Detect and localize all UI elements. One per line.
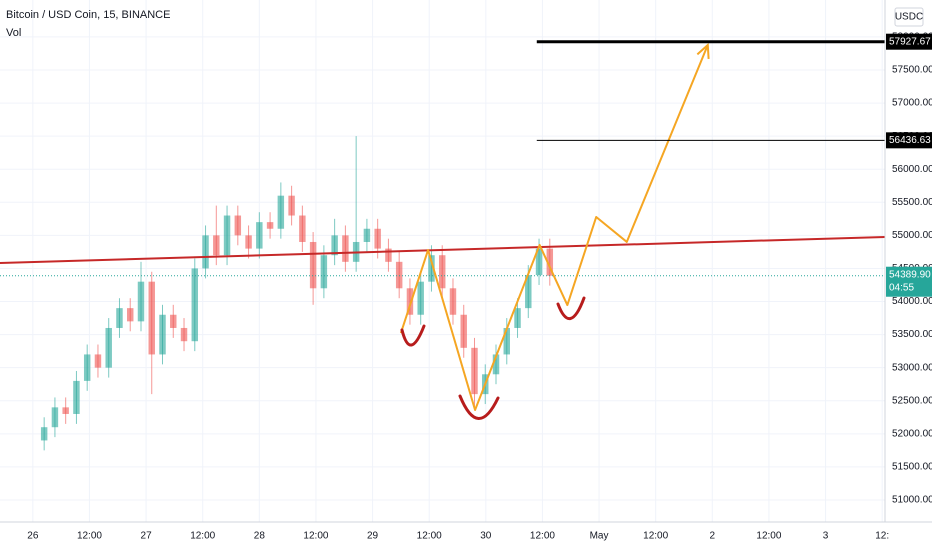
time-axis <box>0 522 932 550</box>
x-tick-label: 12:00 <box>756 531 781 542</box>
candle-body <box>245 235 252 249</box>
chart-title: Bitcoin / USD Coin, 15, BINANCE <box>6 9 170 21</box>
currency-label[interactable]: USDC <box>895 12 923 23</box>
candle-body <box>223 215 231 256</box>
candle-body <box>256 222 263 249</box>
candle-body <box>503 327 510 355</box>
candle-body <box>342 235 349 262</box>
arrow-head <box>696 42 710 60</box>
candle-body <box>363 228 371 242</box>
candle-body <box>62 407 69 414</box>
last-price-label: 54389.90 <box>889 269 931 280</box>
projection-path <box>399 44 709 412</box>
x-tick-label: 29 <box>367 531 379 542</box>
candle-body <box>159 314 166 355</box>
candle-body <box>438 255 446 289</box>
y-tick-label: 55500.00 <box>892 197 932 208</box>
candle-body <box>266 222 274 229</box>
x-tick-label: 12: <box>875 531 889 542</box>
smile-drawing <box>556 296 586 320</box>
y-tick-label: 51500.00 <box>892 462 932 473</box>
candle-body <box>385 248 392 262</box>
indicator-label: Vol <box>6 27 21 39</box>
y-tick-label: 51000.00 <box>892 495 932 506</box>
candle-body <box>449 288 457 315</box>
candle-body <box>406 288 414 315</box>
y-tick-label: 53000.00 <box>892 362 932 373</box>
y-tick-label: 54000.00 <box>892 296 932 307</box>
x-tick-label: 12:00 <box>190 531 215 542</box>
candle-body <box>546 248 554 276</box>
x-tick-label: 12:00 <box>643 531 668 542</box>
candle-body <box>277 195 285 229</box>
candle-body <box>460 314 467 348</box>
level-label-box <box>886 33 932 50</box>
candle-body <box>417 281 424 315</box>
level-label: 56436.63 <box>889 135 931 146</box>
candle-body <box>94 354 102 368</box>
candle-body <box>170 314 177 328</box>
y-tick-label: 52000.00 <box>892 428 932 439</box>
level-label: 57927.67 <box>889 36 931 47</box>
candle-body <box>83 354 91 381</box>
y-tick-label: 55000.00 <box>892 230 932 241</box>
candle-body <box>395 261 403 289</box>
candle-body <box>428 255 435 282</box>
x-tick-label: 12:00 <box>417 531 442 542</box>
candle-body <box>40 427 48 441</box>
candle-body <box>180 327 188 342</box>
plot-area <box>0 0 886 522</box>
x-tick-label: May <box>590 531 609 542</box>
candle-body <box>525 275 532 309</box>
x-tick-label: 30 <box>480 531 492 542</box>
candle-body <box>309 241 317 289</box>
x-tick-label: 28 <box>254 531 266 542</box>
x-tick-label: 2 <box>710 531 716 542</box>
candle-body <box>148 281 155 355</box>
candle-body <box>299 215 306 242</box>
last-price-box <box>886 266 932 297</box>
candle-body <box>51 407 59 428</box>
candle-body <box>234 215 242 236</box>
candle-body <box>105 327 112 368</box>
candle-body <box>202 235 209 269</box>
candle-body <box>535 248 543 276</box>
smile-drawing <box>400 324 426 347</box>
candle-body <box>320 255 328 289</box>
candle-body <box>116 308 123 328</box>
y-tick-label: 57000.00 <box>892 98 932 109</box>
candle-body <box>191 268 199 342</box>
candle-body <box>288 195 295 216</box>
y-tick-label: 52500.00 <box>892 395 932 406</box>
y-tick-label: 56000.00 <box>892 164 932 175</box>
x-tick-label: 26 <box>27 531 39 542</box>
x-tick-label: 12:00 <box>303 531 328 542</box>
countdown-label: 04:55 <box>889 282 914 293</box>
candle-body <box>514 308 521 328</box>
candle-body <box>471 347 478 395</box>
currency-box[interactable] <box>894 7 924 27</box>
smile-drawing <box>458 394 500 420</box>
candle-body <box>127 308 134 322</box>
y-tick-label: 57500.00 <box>892 65 932 76</box>
candle-body <box>137 281 145 322</box>
y-tick-label: 53500.00 <box>892 329 932 340</box>
axes: 51000.00 51500.00 52000.00 52500.00 53000.00… <box>27 32 932 542</box>
x-tick-label: 12:00 <box>77 531 102 542</box>
candle-body <box>374 228 381 249</box>
candle-body <box>213 235 220 256</box>
trend-line <box>0 235 886 265</box>
x-tick-label: 27 <box>141 531 153 542</box>
x-tick-label: 3 <box>823 531 829 542</box>
level-label-box <box>886 132 932 149</box>
candle-body <box>492 354 500 375</box>
candle-body <box>73 380 80 414</box>
candle-body <box>331 235 338 256</box>
x-tick-label: 12:00 <box>530 531 555 542</box>
